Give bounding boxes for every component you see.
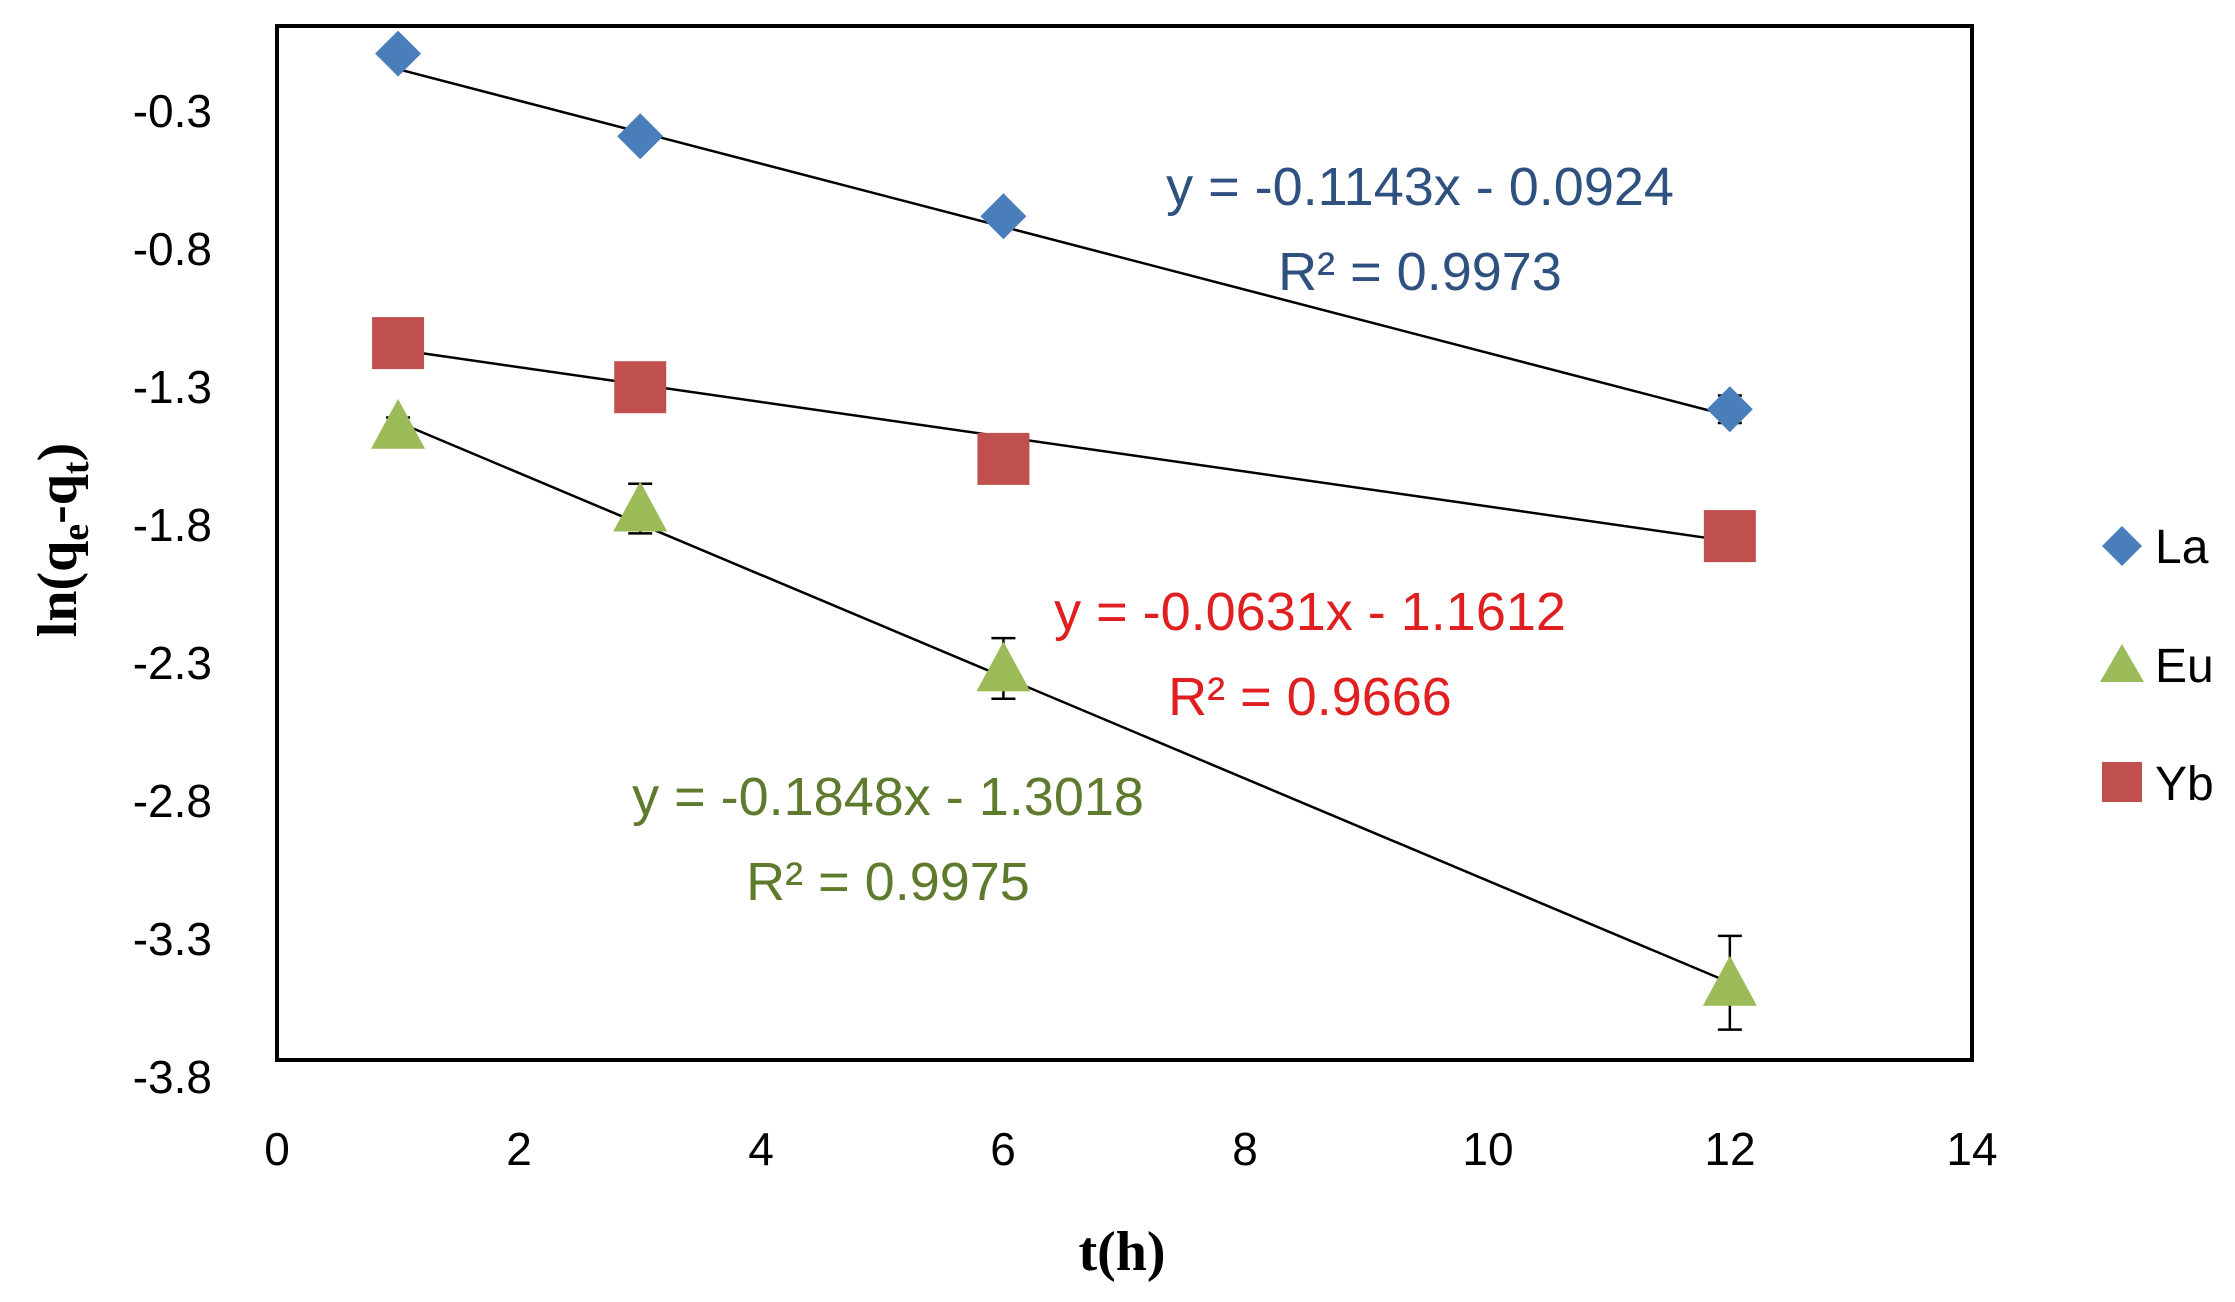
yb-trendline — [397, 348, 1731, 543]
x-axis: 0 2 4 6 8 10 12 14 — [264, 1123, 1997, 1175]
y-tick-label: -3.8 — [133, 1051, 212, 1103]
eu-trendline — [397, 420, 1731, 984]
x-tick-label: 10 — [1462, 1123, 1513, 1175]
la-point — [1706, 386, 1753, 433]
eu-point — [613, 481, 668, 532]
x-tick-label: 8 — [1232, 1123, 1258, 1175]
yb-point — [1703, 510, 1756, 563]
eu-point — [371, 398, 426, 449]
plot-area-frame — [275, 24, 1974, 1062]
eu-point — [1702, 955, 1757, 1006]
legend-la-diamond-icon — [2102, 526, 2142, 566]
legend-label-eu: Eu — [2155, 640, 2214, 693]
y-tick-label: -2.3 — [133, 637, 212, 689]
la-trendline — [397, 67, 1731, 418]
x-tick-label: 6 — [990, 1123, 1016, 1175]
yb-point — [614, 361, 667, 414]
y-tick-label: -0.8 — [133, 223, 212, 275]
y-tick-label: -3.3 — [133, 913, 212, 965]
yb-r-squared: R² = 0.9666 — [1168, 667, 1452, 727]
la-r-squared: R² = 0.9973 — [1278, 242, 1562, 302]
plot-layer — [371, 30, 1757, 1031]
y-axis-title: ln(qe-qt) — [27, 443, 97, 637]
yb-point — [372, 317, 425, 370]
eu-point — [976, 641, 1031, 692]
x-tick-label: 0 — [264, 1123, 290, 1175]
la-point — [617, 113, 664, 160]
y-tick-label: -1.3 — [133, 361, 212, 413]
y-axis: -0.3 -0.8 -1.3 -1.8 -2.3 -2.8 -3.3 -3.8 — [133, 85, 212, 1103]
eu-r-squared: R² = 0.9975 — [746, 852, 1030, 912]
eu-equation: y = -0.1848x - 1.3018 — [632, 767, 1144, 827]
legend-eu-triangle-icon — [2100, 644, 2144, 682]
annotations: y = -0.1143x - 0.0924 R² = 0.9973 y = -0… — [632, 157, 1674, 912]
x-tick-label: 14 — [1946, 1123, 1997, 1175]
legend-yb-square-icon — [2102, 762, 2142, 802]
x-tick-label: 2 — [506, 1123, 532, 1175]
la-equation: y = -0.1143x - 0.0924 — [1166, 157, 1674, 217]
yb-equation: y = -0.0631x - 1.1612 — [1054, 582, 1566, 642]
x-tick-label: 12 — [1704, 1123, 1755, 1175]
y-tick-label: -2.8 — [133, 775, 212, 827]
y-tick-label: -1.8 — [133, 499, 212, 551]
x-tick-label: 4 — [748, 1123, 774, 1175]
yb-point — [977, 432, 1030, 485]
legend: La Eu Yb — [2100, 521, 2214, 811]
la-point — [375, 30, 422, 77]
legend-label-la: La — [2155, 521, 2209, 574]
x-axis-title: t(h) — [1078, 1221, 1165, 1283]
legend-label-yb: Yb — [2155, 758, 2214, 811]
y-tick-label: -0.3 — [133, 85, 212, 137]
la-point — [980, 193, 1027, 240]
